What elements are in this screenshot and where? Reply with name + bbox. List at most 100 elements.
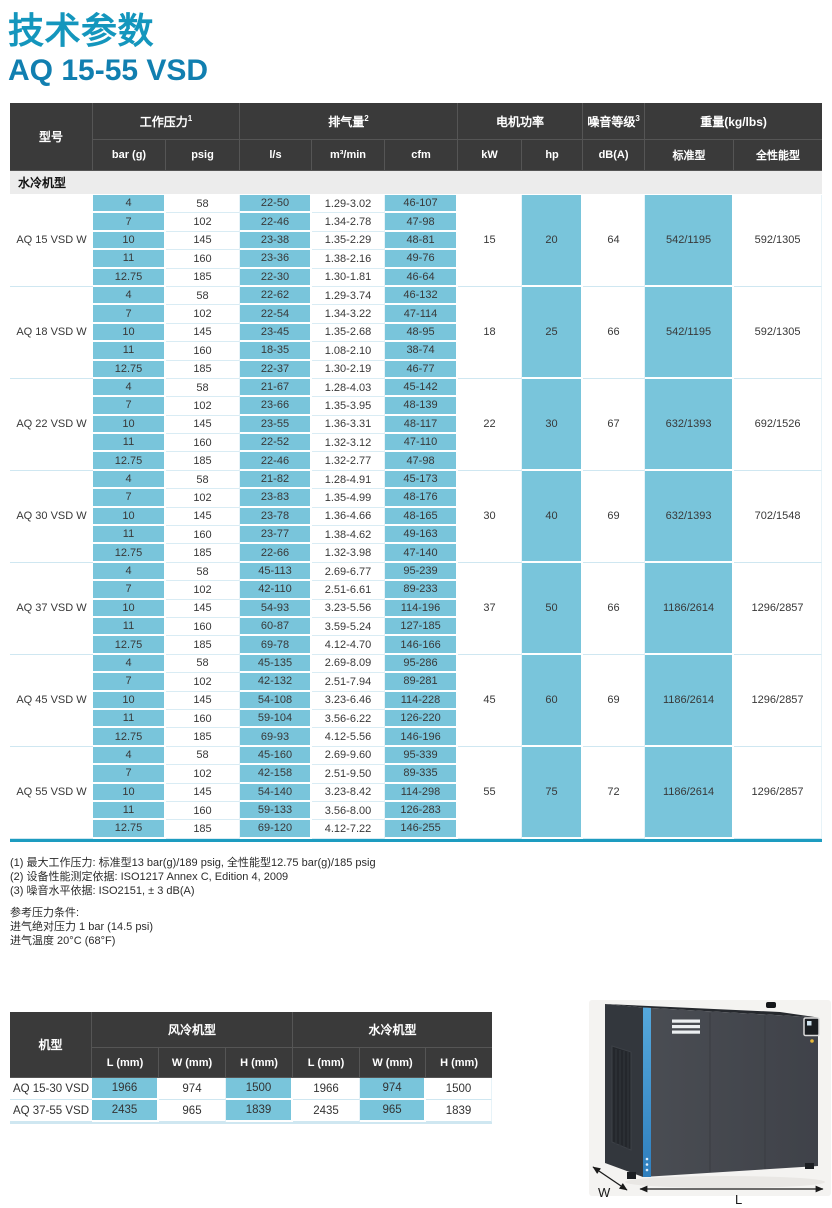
- model-name-cell: AQ 37 VSD W: [10, 562, 93, 655]
- dimensions-units-row: L (mm) W (mm) H (mm) L (mm) W (mm) H (mm): [10, 1048, 493, 1078]
- spec-value-cell: 185: [166, 636, 240, 655]
- spec-value-cell: 47-114: [385, 305, 459, 324]
- spec-value-cell: 185: [166, 360, 240, 379]
- spec-row: 10 145 23-78 1.36-4.66 48-165: [10, 507, 822, 527]
- hp-cell: 60: [522, 654, 584, 747]
- spec-value-cell: 4: [93, 746, 166, 766]
- standard-weight-cell: 632/1393: [645, 378, 735, 471]
- dim-value-cell: 965: [360, 1100, 427, 1122]
- spec-row: 7 102 42-132 2.51-7.94 89-281: [10, 673, 822, 692]
- spec-value-cell: 89-335: [385, 765, 459, 784]
- kw-cell: 37: [458, 562, 523, 655]
- dim-value-cell: 1500: [226, 1078, 294, 1100]
- standard-weight-cell: 542/1195: [645, 195, 735, 287]
- spec-value-cell: 102: [166, 305, 240, 324]
- spec-value-cell: 69-93: [240, 728, 312, 747]
- spec-value-cell: 4: [93, 470, 166, 490]
- spec-row: 12.75 185 69-93 4.12-5.56 146-196: [10, 728, 822, 747]
- spec-value-cell: 145: [166, 507, 240, 527]
- full-feature-weight-cell: 702/1548: [734, 470, 823, 563]
- spec-value-cell: 48-139: [385, 397, 459, 416]
- spec-value-cell: 160: [166, 526, 240, 545]
- motor-power-label: 电机功率: [496, 114, 545, 129]
- full-feature-weight-cell: 1296/2857: [734, 654, 823, 747]
- spec-value-cell: 48-81: [385, 231, 459, 251]
- spec-row: 7 102 42-158 2.51-9.50 89-335: [10, 765, 822, 784]
- spec-value-cell: 22-46: [240, 213, 312, 232]
- spec-value-cell: 11: [93, 434, 166, 453]
- spec-row: 12.75 185 69-120 4.12-7.22 146-255: [10, 820, 822, 839]
- unit-header: cfm: [385, 140, 459, 171]
- spec-value-cell: 49-76: [385, 250, 459, 269]
- spec-value-cell: 4: [93, 286, 166, 306]
- spec-value-cell: 1.34-3.22: [312, 305, 385, 324]
- dim-unit-header: W (mm): [159, 1048, 226, 1078]
- spec-row: 10 145 23-38 1.35-2.29 48-81: [10, 231, 822, 251]
- spec-value-cell: 47-98: [385, 452, 459, 471]
- spec-value-cell: 22-37: [240, 360, 312, 379]
- kw-cell: 15: [458, 195, 523, 287]
- spec-value-cell: 22-30: [240, 268, 312, 287]
- noise-level-label: 噪音等级: [587, 114, 636, 129]
- spec-value-cell: 1.38-4.62: [312, 526, 385, 545]
- spec-value-cell: 126-283: [385, 801, 459, 821]
- spec-value-cell: 4.12-5.56: [312, 728, 385, 747]
- spec-row: 12.75 185 22-30 1.30-1.81 46-64: [10, 268, 822, 287]
- spec-value-cell: 11: [93, 342, 166, 361]
- spec-value-cell: 102: [166, 673, 240, 692]
- spec-value-cell: 1.36-4.66: [312, 507, 385, 527]
- standard-weight-cell: 1186/2614: [645, 746, 735, 839]
- spec-value-cell: 7: [93, 397, 166, 416]
- dimensions-group-header-row: 机型 风冷机型 水冷机型: [10, 1012, 493, 1078]
- cabinet-front: [643, 1007, 818, 1177]
- spec-value-cell: 114-228: [385, 691, 459, 710]
- hp-cell: 50: [522, 562, 584, 655]
- spec-value-cell: 1.28-4.91: [312, 470, 385, 490]
- spec-value-cell: 1.30-1.81: [312, 268, 385, 287]
- full-feature-weight-cell: 1296/2857: [734, 562, 823, 655]
- spec-value-cell: 58: [166, 746, 240, 766]
- spec-value-cell: 12.75: [93, 452, 166, 471]
- spec-value-cell: 22-46: [240, 452, 312, 471]
- reference-conditions: 参考压力条件: 进气绝对压力 1 bar (14.5 psi) 进气温度 20°…: [10, 906, 153, 948]
- spec-value-cell: 45-173: [385, 470, 459, 490]
- kw-cell: 30: [458, 470, 523, 563]
- spec-value-cell: 46-107: [385, 195, 459, 214]
- spec-value-cell: 1.32-2.77: [312, 452, 385, 471]
- spec-value-cell: 12.75: [93, 820, 166, 839]
- spec-value-cell: 46-77: [385, 360, 459, 379]
- spec-value-cell: 23-77: [240, 526, 312, 545]
- spec-value-cell: 3.59-5.24: [312, 617, 385, 637]
- spec-value-cell: 114-298: [385, 783, 459, 802]
- dim-unit-header: H (mm): [226, 1048, 294, 1078]
- compressor-photo: W L: [589, 1000, 831, 1207]
- spec-value-cell: 2.51-9.50: [312, 765, 385, 784]
- spec-table-body: 水冷机型 AQ 15 VSD W 4 58 22-50 1.29-3.02 46-107 15…: [10, 171, 823, 839]
- spec-value-cell: 95-239: [385, 562, 459, 582]
- spec-value-cell: 102: [166, 581, 240, 600]
- model-name-cell: AQ 18 VSD W: [10, 286, 93, 379]
- weight-header: 重量(kg/lbs): [645, 103, 823, 140]
- spec-value-cell: 12.75: [93, 360, 166, 379]
- cabinet-foot: [627, 1172, 636, 1179]
- spec-value-cell: 54-140: [240, 783, 312, 802]
- spec-row: 12.75 185 22-66 1.32-3.98 47-140: [10, 544, 822, 563]
- spec-value-cell: 21-67: [240, 378, 312, 398]
- spec-value-cell: 3.23-8.42: [312, 783, 385, 802]
- unit-header: m³/min: [312, 140, 385, 171]
- kw-cell: 55: [458, 746, 523, 839]
- spec-value-cell: 11: [93, 801, 166, 821]
- spec-value-cell: 4: [93, 378, 166, 398]
- spec-value-cell: 10: [93, 599, 166, 618]
- footnote-marker: 3: [635, 113, 640, 123]
- dim-unit-header: H (mm): [426, 1048, 493, 1078]
- spec-value-cell: 1.35-3.95: [312, 397, 385, 416]
- spec-value-cell: 160: [166, 250, 240, 269]
- spec-value-cell: 7: [93, 489, 166, 508]
- dim-model-cell: AQ 15-30 VSD: [10, 1078, 92, 1100]
- noise-level-header: 噪音等级3: [583, 103, 646, 140]
- hp-cell: 75: [522, 746, 584, 839]
- spec-value-cell: 10: [93, 691, 166, 710]
- spec-value-cell: 102: [166, 765, 240, 784]
- width-dimension-label: W: [598, 1185, 611, 1200]
